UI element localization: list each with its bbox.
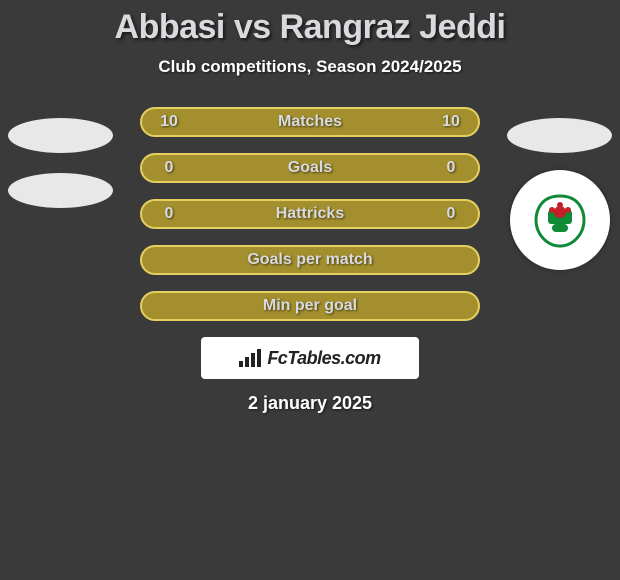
fctables-logo: FcTables.com <box>201 337 419 379</box>
subtitle: Club competitions, Season 2024/2025 <box>0 57 620 77</box>
stat-label: Hattricks <box>182 205 438 223</box>
logo-text: FcTables.com <box>267 348 380 369</box>
stat-label: Matches <box>182 113 438 131</box>
logo-bars-icon <box>239 349 261 367</box>
stat-label: Goals <box>182 159 438 177</box>
stat-row-hattricks: 0 Hattricks 0 <box>140 199 480 229</box>
stat-label: Goals per match <box>182 251 438 269</box>
stat-row-goals: 0 Goals 0 <box>140 153 480 183</box>
page-title: Abbasi vs Rangraz Jeddi <box>0 8 620 47</box>
stat-right-value: 0 <box>438 159 464 177</box>
stat-left-value: 10 <box>156 113 182 131</box>
stat-row-min-per-goal: Min per goal <box>140 291 480 321</box>
infographic-container: Abbasi vs Rangraz Jeddi Club competition… <box>0 0 620 580</box>
stat-row-matches: 10 Matches 10 <box>140 107 480 137</box>
stat-right-value: 10 <box>438 113 464 131</box>
stat-right-value: 0 <box>438 205 464 223</box>
stats-area: 10 Matches 10 0 Goals 0 0 Hattricks 0 Go… <box>0 107 620 321</box>
stat-label: Min per goal <box>182 297 438 315</box>
date-text: 2 january 2025 <box>0 393 620 414</box>
stat-left-value: 0 <box>156 159 182 177</box>
stat-row-goals-per-match: Goals per match <box>140 245 480 275</box>
stat-left-value: 0 <box>156 205 182 223</box>
